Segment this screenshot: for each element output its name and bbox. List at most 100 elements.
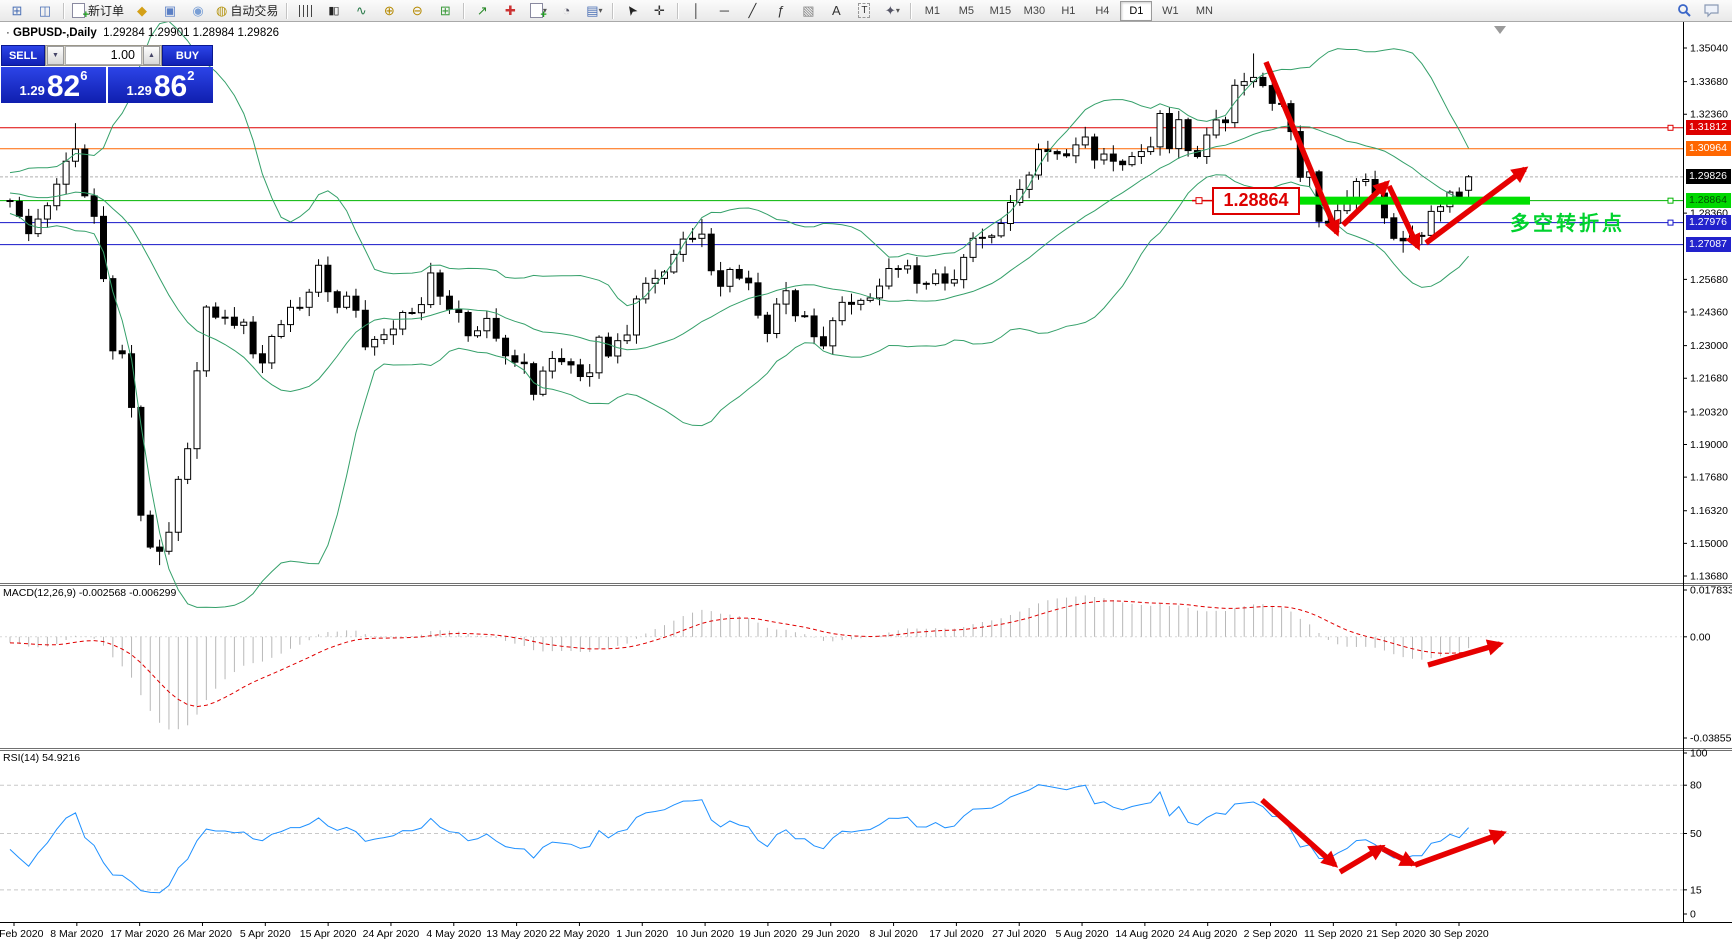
- text-icon[interactable]: A: [832, 3, 841, 18]
- trend-arrow[interactable]: [1341, 180, 1390, 227]
- trend-arrow[interactable]: [1260, 797, 1339, 868]
- svg-text:2 Sep 2020: 2 Sep 2020: [1244, 928, 1298, 940]
- svg-text:29 Jun 2020: 29 Jun 2020: [802, 928, 860, 940]
- trend-arrow[interactable]: [1381, 846, 1417, 867]
- new-chart-icon[interactable]: ⊞: [11, 3, 23, 18]
- search-icon[interactable]: [1671, 0, 1697, 22]
- trendline-icon[interactable]: ╱: [748, 3, 757, 18]
- line-chart-icon[interactable]: ∿: [355, 3, 367, 18]
- terminal-icon[interactable]: ▣: [163, 3, 177, 18]
- signals-icon[interactable]: ◉: [192, 3, 204, 18]
- zoom-in-icon[interactable]: ⊕: [383, 3, 395, 18]
- svg-text:15 Apr 2020: 15 Apr 2020: [300, 928, 357, 940]
- trend-arrow[interactable]: [1427, 639, 1504, 668]
- svg-text:1.17680: 1.17680: [1690, 472, 1728, 484]
- new-order-button[interactable]: + 新订单: [69, 0, 127, 22]
- svg-text:26 Mar 2020: 26 Mar 2020: [173, 928, 232, 940]
- timeframe-bar: M1 M5 M15 M30 H1 H4 D1 W1 MN: [915, 0, 1221, 21]
- candlestick-chart-icon[interactable]: ▮▯: [328, 5, 339, 17]
- period-clock-icon[interactable]: ◔: [562, 3, 571, 18]
- date-axis: 27 Feb 2020 8 Mar 2020 17 Mar 2020 26 Mar 2…: [0, 922, 1489, 940]
- sell-button[interactable]: SELL: [1, 45, 45, 66]
- volume-stepper[interactable]: ▼ 1.00 ▲: [45, 45, 162, 66]
- svg-text:1.15000: 1.15000: [1690, 538, 1728, 550]
- chat-icon[interactable]: [1699, 0, 1725, 22]
- support-band: [1300, 196, 1530, 205]
- timeframe-h1[interactable]: H1: [1061, 4, 1076, 17]
- trend-arrow[interactable]: [1263, 60, 1340, 237]
- new-order-icon: +: [72, 3, 89, 21]
- timeframe-m15[interactable]: M15: [989, 4, 1012, 17]
- sell-quote[interactable]: 1.29 82 6: [1, 67, 106, 103]
- price-level-label: 1.31812: [1686, 120, 1731, 136]
- bollinger-band-line: [9, 174, 1469, 609]
- rsi-indicator-label: RSI(14) 54.9216: [3, 752, 81, 764]
- chart-canvas[interactable]: 1.350401.336801.323601.283601.256801.243…: [0, 22, 1732, 949]
- level-handle: [1667, 219, 1674, 226]
- label-handle: [1195, 197, 1203, 205]
- chart-window[interactable]: 1.35040 1.33680 1.32360 1.28360 1.25680 1.243…: [0, 22, 1732, 949]
- trend-arrow[interactable]: [1386, 184, 1421, 251]
- timeframe-m1[interactable]: M1: [924, 4, 941, 17]
- vertical-line-icon[interactable]: │: [692, 3, 701, 18]
- chart-profiles-icon[interactable]: ◫: [38, 3, 52, 18]
- trend-arrow[interactable]: [1338, 844, 1386, 875]
- timeframe-m5[interactable]: M5: [958, 4, 975, 17]
- price-level-label: 1.27087: [1686, 237, 1731, 253]
- symbol-period-label: GBPUSD-,Daily: [13, 27, 97, 39]
- shapes-icon[interactable]: ✦ ▾: [884, 3, 900, 18]
- cursor-icon[interactable]: ➤: [622, 1, 641, 20]
- price-level-label: 1.27976: [1686, 215, 1731, 231]
- svg-text:5 Aug 2020: 5 Aug 2020: [1055, 928, 1108, 940]
- volume-decrease-button[interactable]: ▼: [47, 46, 64, 65]
- svg-text:19 Jun 2020: 19 Jun 2020: [739, 928, 797, 940]
- svg-text:13 May 2020: 13 May 2020: [486, 928, 547, 940]
- svg-text:8 Mar 2020: 8 Mar 2020: [50, 928, 103, 940]
- turning-point-note[interactable]: 多空转折点: [1510, 213, 1625, 235]
- horizontal-line-icon[interactable]: ─: [719, 3, 729, 18]
- timeframe-m30[interactable]: M30: [1023, 4, 1046, 17]
- rsi-line: [9, 784, 1469, 894]
- svg-text:1.19000: 1.19000: [1690, 439, 1728, 451]
- toolbar-separator: [63, 2, 64, 19]
- trend-arrow[interactable]: [1414, 829, 1507, 868]
- channel-icon[interactable]: ▧: [802, 3, 815, 18]
- timeframe-d1[interactable]: D1: [1120, 0, 1153, 21]
- volume-increase-button[interactable]: ▲: [143, 46, 160, 65]
- crosshair-levels-icon[interactable]: ✚: [504, 3, 516, 18]
- timeframe-mn[interactable]: MN: [1195, 4, 1213, 17]
- text-label-icon[interactable]: T: [851, 0, 877, 22]
- support-price-annotation[interactable]: 1.28864: [1212, 186, 1300, 215]
- indicators-icon[interactable]: ↗: [476, 3, 488, 18]
- buy-button[interactable]: BUY: [162, 45, 213, 66]
- svg-text:5 Apr 2020: 5 Apr 2020: [240, 928, 291, 940]
- svg-text:1.13680: 1.13680: [1690, 571, 1728, 583]
- main-toolbar: ⊞ ◫ + 新订单 ◆ ▣ ◉ ◍ 自动交易 ▮▯ ∿ ⊕ ⊖ ⊞ ↗ ✚ + ▾…: [0, 0, 1732, 22]
- market-depth-icon[interactable]: ◆: [137, 3, 148, 18]
- crosshair-icon[interactable]: ✛: [653, 3, 665, 18]
- templates-icon[interactable]: ▤ ▾: [586, 3, 603, 18]
- tile-windows-icon[interactable]: ⊞: [439, 3, 451, 18]
- volume-value[interactable]: 1.00: [65, 46, 142, 65]
- zoom-out-icon[interactable]: ⊖: [411, 3, 423, 18]
- buy-quote[interactable]: 1.29 86 2: [108, 67, 213, 103]
- add-indicator-icon[interactable]: + ▾: [525, 0, 551, 22]
- price-axis-ticks: 1.350401.336801.323601.283601.256801.243…: [1683, 43, 1728, 583]
- auto-trading-button[interactable]: ◍ 自动交易: [213, 0, 281, 22]
- svg-text:1.21680: 1.21680: [1690, 373, 1728, 385]
- trend-arrow[interactable]: [1424, 166, 1529, 246]
- timeframe-h4[interactable]: H4: [1095, 4, 1110, 17]
- fibonacci-icon[interactable]: ƒ: [776, 3, 784, 18]
- toolbar-separator: [910, 2, 912, 19]
- svg-text:27 Feb 2020: 27 Feb 2020: [0, 928, 44, 940]
- svg-text:24 Apr 2020: 24 Apr 2020: [363, 928, 420, 940]
- new-order-label: 新订单: [88, 4, 125, 18]
- svg-text:80: 80: [1690, 780, 1702, 792]
- svg-text:1.24360: 1.24360: [1690, 307, 1728, 319]
- timeframe-w1[interactable]: W1: [1162, 4, 1179, 17]
- svg-text:1 Jun 2020: 1 Jun 2020: [616, 928, 668, 940]
- bar-chart-icon[interactable]: [292, 0, 318, 22]
- toolbar-separator: [286, 2, 288, 19]
- svg-text:17 Mar 2020: 17 Mar 2020: [110, 928, 169, 940]
